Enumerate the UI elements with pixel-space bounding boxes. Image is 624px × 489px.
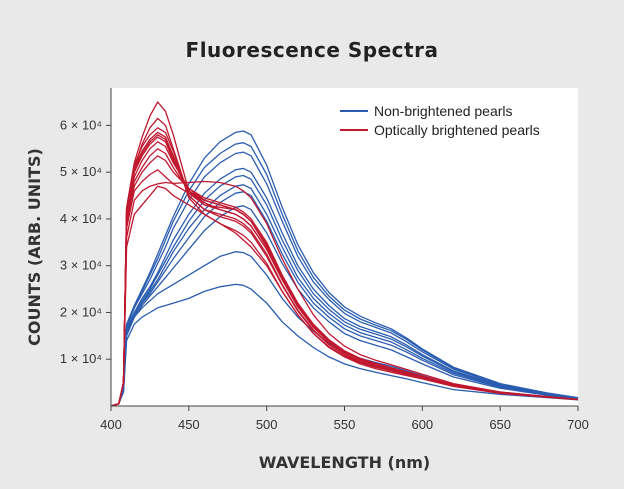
- non-brightened-curve-2: [110, 251, 579, 407]
- chart-title: Fluorescence Spectra: [185, 38, 439, 62]
- legend-label-non-brightened: Non-brightened pearls: [374, 103, 513, 119]
- y-tick-label-40000: 4 × 10⁴: [60, 211, 102, 226]
- brightened-curve-1: [110, 185, 579, 407]
- y-tick-label-60000: 6 × 10⁴: [60, 117, 102, 132]
- non-brightened-curve-9: [110, 142, 579, 407]
- x-tick-label-700: 700: [567, 417, 589, 432]
- non-brightened-curve-8: [110, 151, 579, 407]
- brightened-curve-10: [110, 127, 579, 407]
- y-tick-label-10000: 1 × 10⁴: [60, 351, 102, 366]
- x-tick-label-650: 650: [489, 417, 511, 432]
- non-brightened-curve-6: [110, 174, 579, 407]
- non-brightened-curve-3: [110, 205, 579, 407]
- x-ticks-group: 400 450 500 550 600 650 700: [100, 406, 589, 432]
- x-axis-title: WAVELENGTH (nm): [259, 453, 430, 472]
- y-axis-title: COUNTS (ARB. UNITS): [25, 148, 44, 346]
- x-tick-label-450: 450: [178, 417, 200, 432]
- x-tick-label-500: 500: [256, 417, 278, 432]
- non-brightened-curve-5: [110, 184, 579, 407]
- brightened-curve-12: [110, 101, 579, 407]
- y-ticks-group: 1 × 10⁴ 2 × 10⁴ 3 × 10⁴ 4 × 10⁴ 5 × 10⁴ 6 × 1…: [60, 117, 111, 366]
- x-tick-label-600: 600: [411, 417, 433, 432]
- x-tick-label-400: 400: [100, 417, 122, 432]
- x-tick-label-550: 550: [334, 417, 356, 432]
- non-brightened-curve-10: [110, 130, 579, 407]
- non-brightened-curve-7: [110, 167, 579, 407]
- y-tick-label-30000: 3 × 10⁴: [60, 258, 102, 273]
- brightened-curve-2: [110, 180, 579, 407]
- non-brightened-curve-1: [110, 283, 579, 407]
- y-tick-label-50000: 5 × 10⁴: [60, 164, 102, 179]
- curves-group: [110, 101, 579, 407]
- legend-label-brightened: Optically brightened pearls: [374, 122, 540, 138]
- legend: Non-brightened pearls Optically brighten…: [340, 103, 540, 138]
- y-tick-label-20000: 2 × 10⁴: [60, 304, 102, 319]
